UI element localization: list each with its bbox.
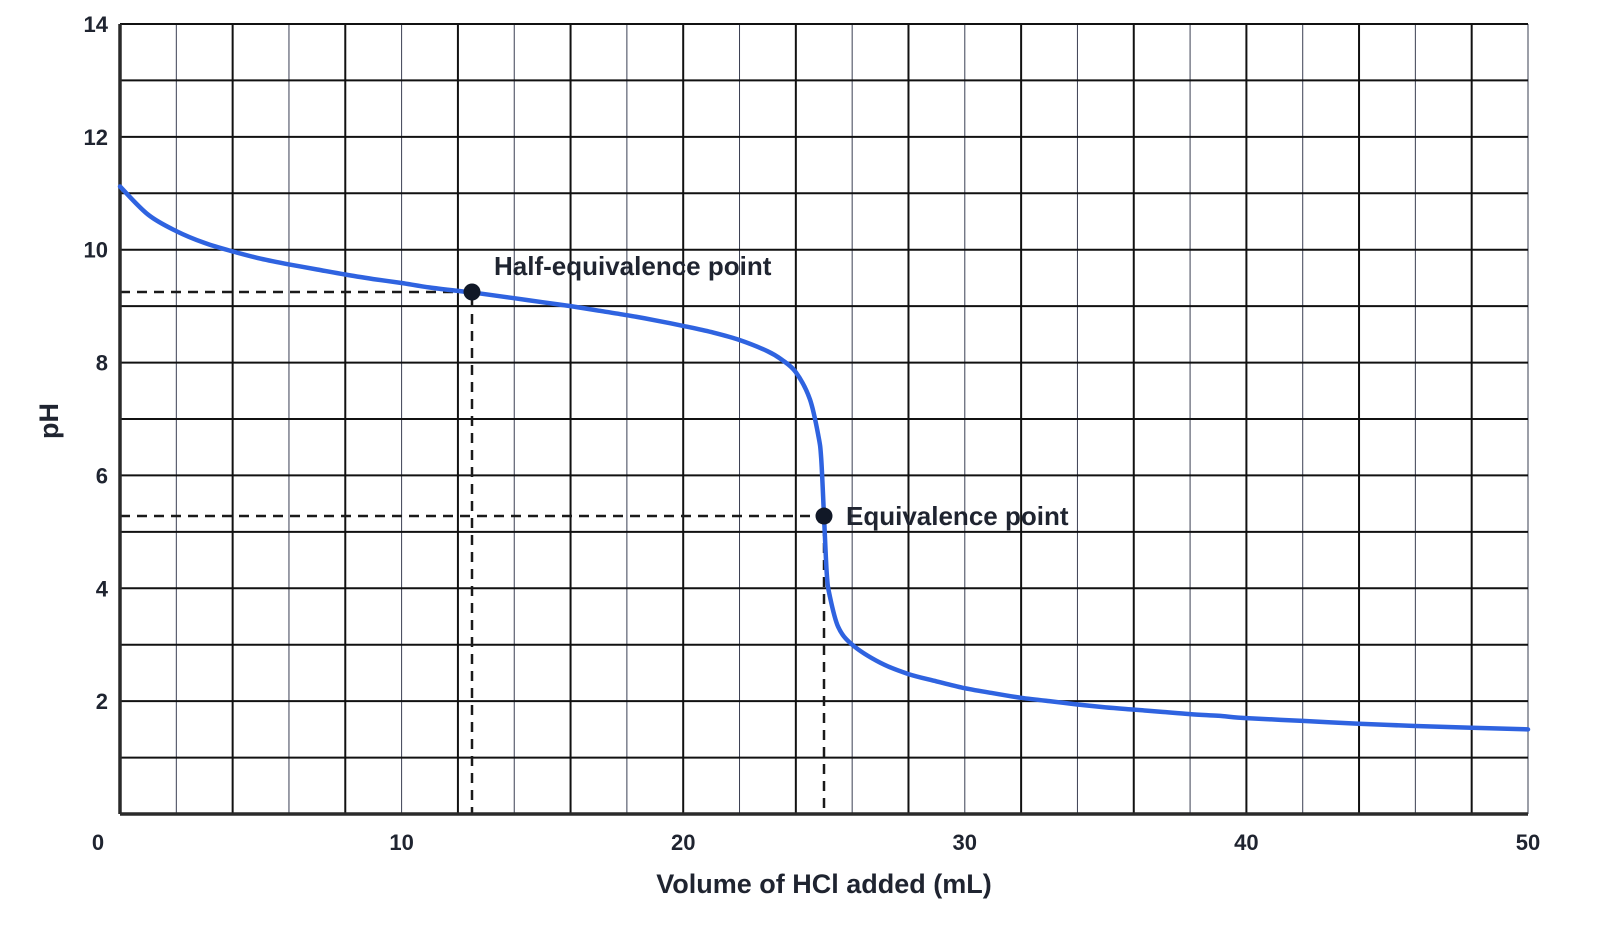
y-axis-title: pH [34,403,64,439]
y-tick-label: 8 [96,351,108,376]
y-tick-label: 12 [84,125,108,150]
x-tick-label: 10 [389,830,413,855]
y-tick-label: 2 [96,689,108,714]
y-tick-label: 6 [96,463,108,488]
x-tick-label: 40 [1234,830,1258,855]
x-tick-label: 20 [671,830,695,855]
series-line-1 [117,184,1531,732]
annotation-label-1: Half-equivalence point [494,251,772,281]
x-tick-label: 50 [1516,830,1540,855]
point-markers [463,283,833,525]
series-layer [117,184,1531,732]
y-tick-label: 14 [84,12,109,37]
grid [119,23,1529,815]
x-tick-label: 0 [92,830,104,855]
annotations: Half-equivalence point Equivalence point [494,251,1069,531]
annotation-label-2: Equivalence point [846,501,1069,531]
data-point-1 [463,283,481,301]
axes [118,24,1528,816]
guide-lines [120,290,826,814]
x-axis-title: Volume of HCl added (mL) [656,869,992,899]
guide-line-1 [120,290,474,814]
data-point-2 [815,507,833,525]
x-tick-label: 30 [953,830,977,855]
y-tick-label: 10 [84,238,108,263]
y-tick-label: 4 [96,576,109,601]
tick-labels: 0 10 20 30 40 50 2 4 6 8 10 12 14 [84,12,1541,855]
